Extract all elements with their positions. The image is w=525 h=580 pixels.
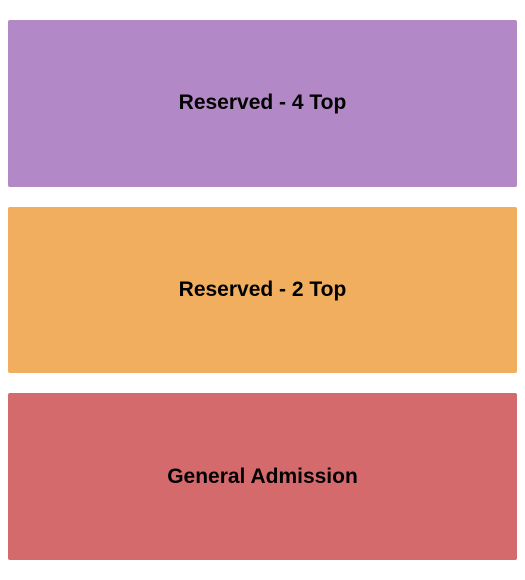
section-label: General Admission	[167, 465, 358, 489]
seating-section-reserved-4-top[interactable]: Reserved - 4 Top	[8, 20, 517, 187]
section-label: Reserved - 4 Top	[179, 91, 347, 115]
seating-section-general-admission[interactable]: General Admission	[8, 393, 517, 560]
section-label: Reserved - 2 Top	[179, 278, 347, 302]
seating-section-reserved-2-top[interactable]: Reserved - 2 Top	[8, 207, 517, 374]
